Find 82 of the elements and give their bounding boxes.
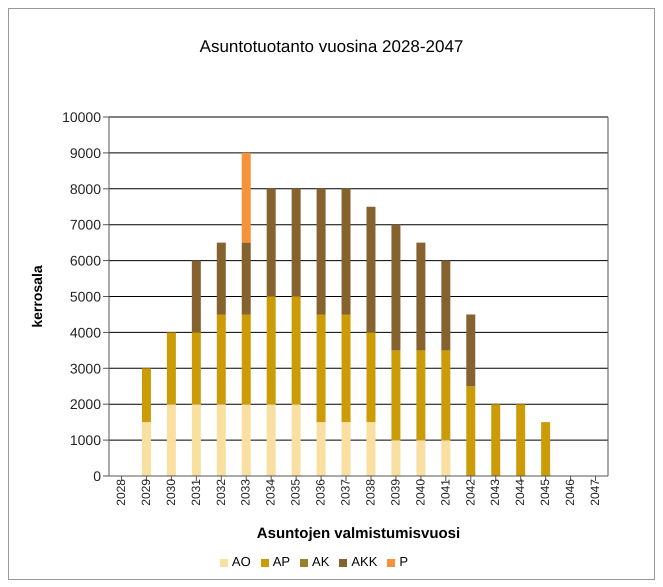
bar: [441, 440, 450, 476]
x-tick-label: 2034: [264, 478, 278, 506]
legend-label: AK: [312, 554, 330, 569]
x-tick-label: 2041: [438, 478, 452, 506]
bar: [192, 332, 201, 404]
bar: [342, 422, 351, 476]
x-tick-label: 2045: [538, 478, 552, 506]
bar: [266, 404, 276, 476]
y-tick-label: 3000: [70, 360, 102, 376]
bar: [466, 386, 476, 476]
bar: [166, 404, 176, 476]
y-tick-label: 2000: [70, 396, 102, 412]
x-tick-label: 2036: [314, 478, 328, 506]
bar: [416, 350, 426, 440]
x-tick-label: 2031: [188, 478, 203, 506]
bar: [242, 242, 251, 314]
x-tick-label: 2032: [214, 478, 228, 506]
x-tick-label: 2047: [588, 478, 602, 506]
bar: [416, 440, 426, 476]
y-tick-label: 7000: [70, 216, 102, 233]
x-tick-label: 2028: [114, 478, 128, 506]
bar: [466, 314, 476, 386]
bar: [342, 188, 351, 314]
y-tick-label: 5000: [70, 288, 102, 304]
bar: [366, 332, 376, 422]
y-axis-title: kerrosala: [28, 265, 45, 328]
bar: [192, 260, 201, 332]
x-tick-label: 2037: [338, 478, 353, 506]
y-tick-label: 0: [93, 468, 102, 484]
bar: [242, 314, 251, 404]
legend-label: AO: [232, 554, 251, 569]
bar: [292, 188, 301, 296]
bar: [192, 404, 201, 476]
bar: [316, 314, 326, 422]
y-tick-label: 1000: [70, 432, 102, 448]
x-tick-label: 2042: [463, 478, 478, 506]
bar: [516, 404, 526, 476]
x-tick-label: 2030: [164, 478, 178, 506]
x-axis-title: Asuntojen valmistumisvuosi: [256, 525, 460, 542]
bar: [491, 404, 500, 476]
legend-label: AKK: [351, 554, 378, 569]
bar: [342, 314, 351, 422]
legend-label: AP: [272, 554, 290, 569]
bar: [391, 350, 400, 440]
x-tick-label: 2039: [388, 478, 402, 506]
chart-title: Asuntotuotanto vuosina 2028-2047: [198, 37, 464, 57]
bar: [166, 332, 176, 404]
bar: [292, 404, 301, 476]
y-tick-label: 8000: [70, 180, 102, 197]
bar: [416, 242, 426, 350]
bar: [216, 404, 226, 476]
bar: [242, 404, 251, 476]
bar: [216, 242, 226, 314]
legend-label: P: [399, 554, 408, 569]
bar: [366, 206, 376, 332]
bar: [541, 422, 550, 476]
y-tick-label: 9000: [70, 144, 102, 161]
x-tick-label: 2038: [363, 478, 378, 506]
bar: [292, 296, 301, 404]
x-tick-label: 2029: [138, 478, 153, 506]
bar: [142, 368, 151, 422]
bar: [316, 422, 326, 476]
y-tick-label: 4000: [70, 324, 102, 340]
x-tick-label: 2033: [238, 478, 253, 506]
x-tick-label: 2044: [513, 478, 528, 506]
bar: [266, 296, 276, 404]
bar: [391, 224, 400, 350]
x-tick-label: 2040: [413, 478, 428, 506]
bar: [242, 152, 251, 243]
bar: [366, 422, 376, 476]
x-tick-label: 2046: [563, 478, 578, 506]
bar: [391, 440, 400, 476]
x-tick-label: 2035: [288, 478, 303, 506]
y-tick-label: 10000: [62, 108, 102, 125]
x-tick-label: 2043: [488, 478, 502, 506]
bar: [266, 188, 276, 296]
bar: [216, 314, 226, 404]
bar: [142, 422, 151, 476]
bar: [441, 350, 450, 440]
y-tick-label: 6000: [70, 252, 102, 269]
bar: [441, 260, 450, 350]
bar: [316, 188, 326, 314]
